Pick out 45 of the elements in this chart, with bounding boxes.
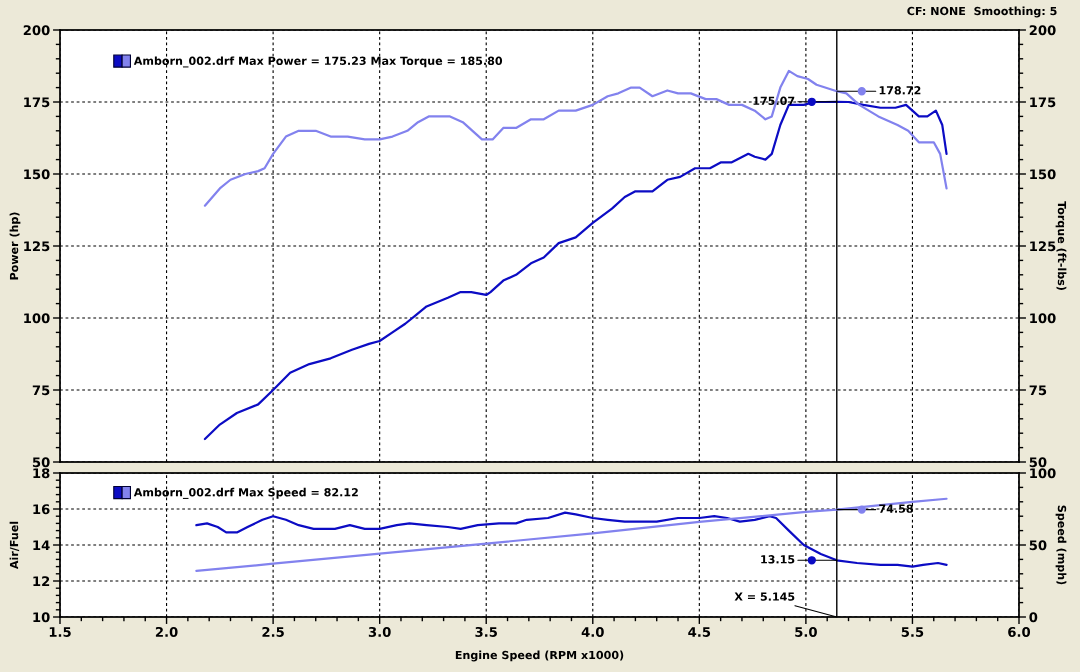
y2-tick-label: 150	[1030, 169, 1056, 180]
y2-tick-label: 50	[1029, 540, 1047, 551]
y2-tick-label: 175	[1030, 97, 1056, 108]
y-tick-label: 50	[32, 457, 50, 468]
legend-label: Amborn_002.drf Max Power = 175.23 Max Torque = 185.80	[133, 56, 503, 68]
x-tick-label: 3.0	[368, 626, 391, 637]
x-tick-label: 4.5	[688, 627, 711, 637]
y-tick-label: 18	[33, 468, 50, 479]
x-tick-label: 1.5	[49, 627, 71, 637]
x-tick-label: 5.5	[901, 627, 924, 637]
y2-tick-label: 200	[1029, 25, 1056, 36]
y2-tick-label: 100	[1030, 313, 1056, 324]
y-axis-title: Air/Fuel	[9, 521, 20, 570]
y-tick-label: 150	[24, 169, 50, 180]
y-axis-title: Power (hp)	[9, 212, 21, 280]
y2-tick-label: 50	[1029, 457, 1047, 468]
y-tick-label: 16	[33, 504, 50, 515]
data-label: 13.15	[761, 555, 795, 564]
x-axis-title: Engine Speed (RPM x1000)	[455, 650, 624, 662]
y2-tick-label: 100	[1030, 468, 1056, 479]
y-tick-label: 14	[33, 540, 50, 551]
x-tick-label: 3.5	[475, 626, 497, 637]
y-tick-label: 75	[32, 385, 50, 396]
legend-label: Amborn_002.drf Max Speed = 82.12	[133, 487, 358, 499]
x-tick-label: 2.0	[155, 626, 178, 637]
y2-tick-label: 125	[1030, 241, 1056, 252]
x-tick-label: 4.0	[581, 626, 604, 637]
y-tick-label: 12	[33, 576, 50, 587]
data-label: 74.58	[879, 504, 913, 513]
data-label: 178.72	[879, 86, 921, 95]
x-tick-label: 2.5	[262, 626, 284, 637]
y2-tick-label: 75	[1029, 385, 1047, 396]
data-label: 175.07	[753, 96, 795, 106]
ref-line-label: X = 5.145	[734, 592, 795, 601]
text: CF: NONE Smoothing: 5	[907, 6, 1057, 18]
y-tick-label: 200	[23, 25, 50, 36]
y-tick-label: 100	[24, 313, 50, 324]
y-tick-label: 125	[24, 241, 50, 252]
y2-tick-label: 0	[1029, 612, 1038, 623]
x-tick-label: 6.0	[1008, 626, 1031, 637]
y2-axis-title: Speed (mph)	[1055, 505, 1067, 585]
y-tick-label: 10	[33, 612, 50, 623]
y2-axis-title: Torque (ft-lbs)	[1055, 201, 1067, 290]
y-tick-label: 175	[24, 97, 50, 108]
x-tick-label: 5.0	[795, 626, 817, 637]
